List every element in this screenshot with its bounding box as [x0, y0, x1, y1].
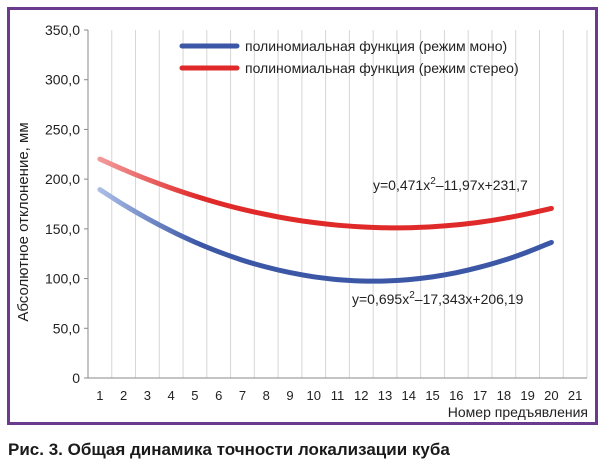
- x-tick-label: 11: [331, 388, 345, 403]
- x-tick-label: 20: [544, 388, 558, 403]
- y-tick-label: 100,0: [45, 271, 80, 287]
- y-axis-label: Абсолютное отклонение, мм: [15, 122, 32, 321]
- x-tick-label: 2: [120, 388, 127, 403]
- x-tick-label: 4: [168, 388, 175, 403]
- grid-lines: [87, 30, 588, 378]
- series-lines: [97, 156, 554, 284]
- x-tick-label: 18: [497, 388, 511, 403]
- x-tick-labels: 1 2 3 4 5 6 7 8 9 10 11 12 13 14 15 16 17 18 19 20 21: [96, 388, 582, 403]
- x-tick-label: 21: [568, 388, 582, 403]
- y-tick-label: 50,0: [53, 320, 80, 336]
- x-axis-label: Номер предъявления: [448, 404, 588, 420]
- x-tick-label: 7: [239, 388, 246, 403]
- legend: полиномиальная функция (режим моно) полин…: [179, 38, 519, 76]
- x-tick-label: 9: [286, 388, 293, 403]
- figure-caption: Рис. 3. Общая динамика точности локализа…: [8, 440, 450, 459]
- x-tick-label: 14: [402, 388, 416, 403]
- equation-label: y=0,695x2–17,343x+206,19: [352, 290, 524, 307]
- x-tick-label: 10: [307, 388, 321, 403]
- equation-annotations: y=0,471x2–11,97x+231,7 y=0,695x2–17,343x+…: [352, 176, 528, 307]
- series-line-1: [97, 187, 554, 284]
- x-tick-label: 3: [144, 388, 151, 403]
- y-tick-label: 350,0: [45, 22, 80, 38]
- legend-entry: полиномиальная функция (режим стерео): [245, 60, 519, 76]
- series-line-2: [97, 156, 554, 231]
- x-tick-label: 17: [473, 388, 487, 403]
- x-tick-label: 6: [215, 388, 222, 403]
- equation-label: y=0,471x2–11,97x+231,7: [373, 176, 528, 193]
- x-tick-label: 8: [263, 388, 270, 403]
- y-tick-label: 150,0: [45, 221, 80, 237]
- x-tick-label: 15: [425, 388, 439, 403]
- axes: [87, 30, 587, 379]
- y-tick-label: 300,0: [45, 72, 80, 88]
- y-tick-labels: 0 50,0 100,0 150,0 200,0 250,0 300,0 350,0: [45, 22, 88, 386]
- legend-entry: полиномиальная функция (режим моно): [245, 38, 507, 54]
- x-tick-label: 16: [449, 388, 463, 403]
- x-tick-label: 5: [191, 388, 198, 403]
- x-tick-label: 13: [378, 388, 392, 403]
- x-tick-label: 12: [354, 388, 368, 403]
- x-tick-label: 1: [96, 388, 103, 403]
- y-tick-label: 250,0: [45, 121, 80, 137]
- y-tick-label: 200,0: [45, 171, 80, 187]
- y-tick-label: 0: [72, 370, 80, 386]
- x-tick-label: 19: [520, 388, 534, 403]
